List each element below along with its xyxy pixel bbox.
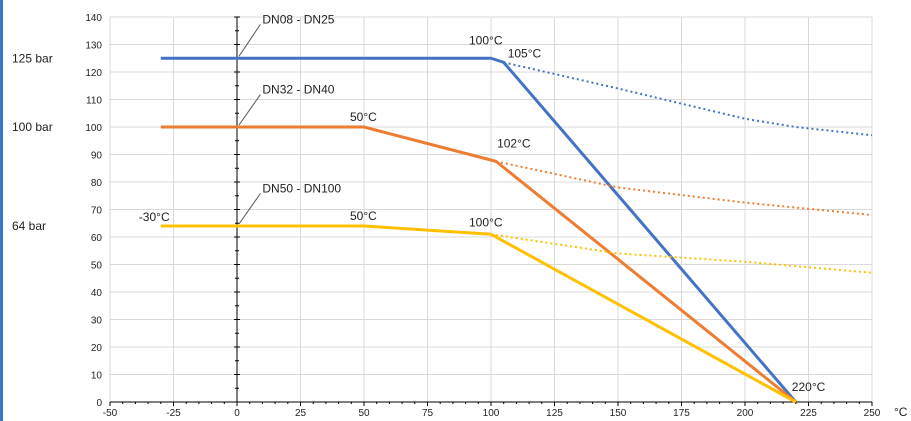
y-tick-label: 50 xyxy=(91,261,103,272)
x-tick-label: 125 xyxy=(546,408,563,419)
y-tick-label: 60 xyxy=(91,233,103,244)
grid xyxy=(109,16,873,403)
x-tick-label: 200 xyxy=(737,408,754,419)
y-tick-label: 100 xyxy=(85,123,102,134)
x-tick-label: 150 xyxy=(610,408,627,419)
y-tick-label: 140 xyxy=(85,13,102,24)
y-tick-label: 130 xyxy=(85,41,102,52)
series-dotted-orange xyxy=(495,160,873,216)
series-label: DN50 - DN100 xyxy=(262,182,341,196)
series-lines xyxy=(160,56,873,404)
x-tick-label: 225 xyxy=(800,408,817,419)
temperature-annotation: 100°C xyxy=(469,215,503,229)
leader-line xyxy=(238,193,261,225)
temperature-annotation: 50°C xyxy=(350,209,377,223)
y-tick-label: 10 xyxy=(91,371,103,382)
x-tick-label: 75 xyxy=(422,408,434,419)
leader-line xyxy=(238,94,261,126)
pressure-label: 125 bar xyxy=(12,51,53,65)
x-tick-label: 250 xyxy=(864,408,881,419)
series-line-orange xyxy=(160,125,797,404)
y-tick-label: 70 xyxy=(91,206,103,217)
y-tick-label: 80 xyxy=(91,178,103,189)
temperature-annotation: 100°C xyxy=(469,33,503,47)
series-label: DN08 - DN25 xyxy=(262,12,334,26)
temperature-annotation: -30°C xyxy=(139,210,170,224)
y-tick-label: 110 xyxy=(86,96,102,107)
x-tick-label: 100 xyxy=(483,408,500,419)
leader-line xyxy=(238,24,261,57)
x-tick-label: 50 xyxy=(358,408,370,419)
y-tick-label: 90 xyxy=(91,151,103,162)
series-label: DN32 - DN40 xyxy=(262,83,334,97)
series-line-yellow xyxy=(160,224,797,404)
x-tick-label: -50 xyxy=(103,408,118,419)
temperature-annotation: 105°C xyxy=(508,46,542,60)
pressure-label: 100 bar xyxy=(12,120,53,134)
x-tick-label: -25 xyxy=(166,408,181,419)
y-tick-label: 120 xyxy=(85,68,102,79)
labels: 125 bar 100 bar 64 bar DN08 - DN25 DN32 - DN… xyxy=(12,12,826,394)
y-tick-label: 30 xyxy=(91,316,103,327)
left-frame-border xyxy=(0,0,3,421)
y-tick-label: 0 xyxy=(96,398,102,409)
x-tick-label: 0 xyxy=(234,408,240,419)
x-unit-label: °C xyxy=(894,405,908,419)
temperature-annotation: 102°C xyxy=(497,136,531,150)
y-tick-label: 20 xyxy=(91,343,103,354)
y-tick-label: 40 xyxy=(91,288,103,299)
x-tick-label: 25 xyxy=(295,408,307,419)
temperature-annotation: 220°C xyxy=(792,380,826,394)
x-tick-label: 175 xyxy=(673,408,690,419)
series-line-blue xyxy=(160,56,797,403)
temperature-annotation: 50°C xyxy=(350,110,377,124)
pressure-label: 64 bar xyxy=(12,219,46,233)
axes: -50 -25 0 25 50 75 100 125 150 175 200 225 250 0 10 20 3… xyxy=(85,13,907,419)
